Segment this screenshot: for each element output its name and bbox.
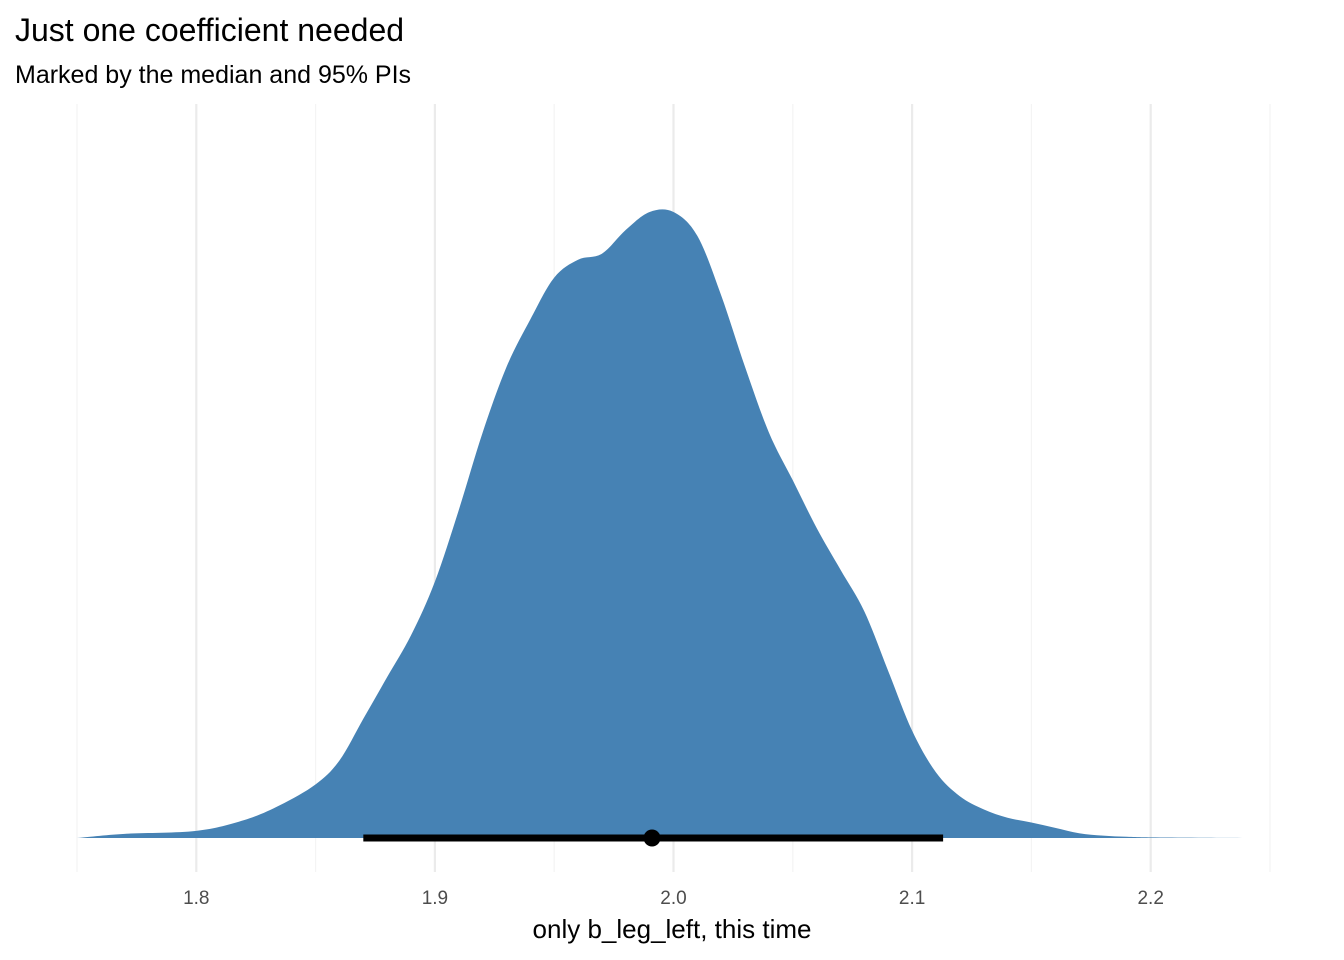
- median-point: [643, 829, 661, 847]
- x-axis-ticks: 1.8 1.9 2.0 2.1 2.2: [183, 888, 1164, 909]
- x-axis-label: only b_leg_left, this time: [533, 914, 812, 944]
- x-tick-label: 2.1: [899, 888, 925, 909]
- chart-subtitle: Marked by the median and 95% PIs: [15, 61, 411, 89]
- x-tick-label: 2.0: [660, 888, 686, 909]
- x-tick-label: 1.9: [422, 888, 448, 909]
- density-area: [77, 209, 1270, 839]
- x-tick-label: 1.8: [183, 888, 209, 909]
- plot-area: [77, 209, 1270, 847]
- chart-title: Just one coefficient needed: [15, 12, 404, 48]
- x-tick-label: 2.2: [1137, 888, 1163, 909]
